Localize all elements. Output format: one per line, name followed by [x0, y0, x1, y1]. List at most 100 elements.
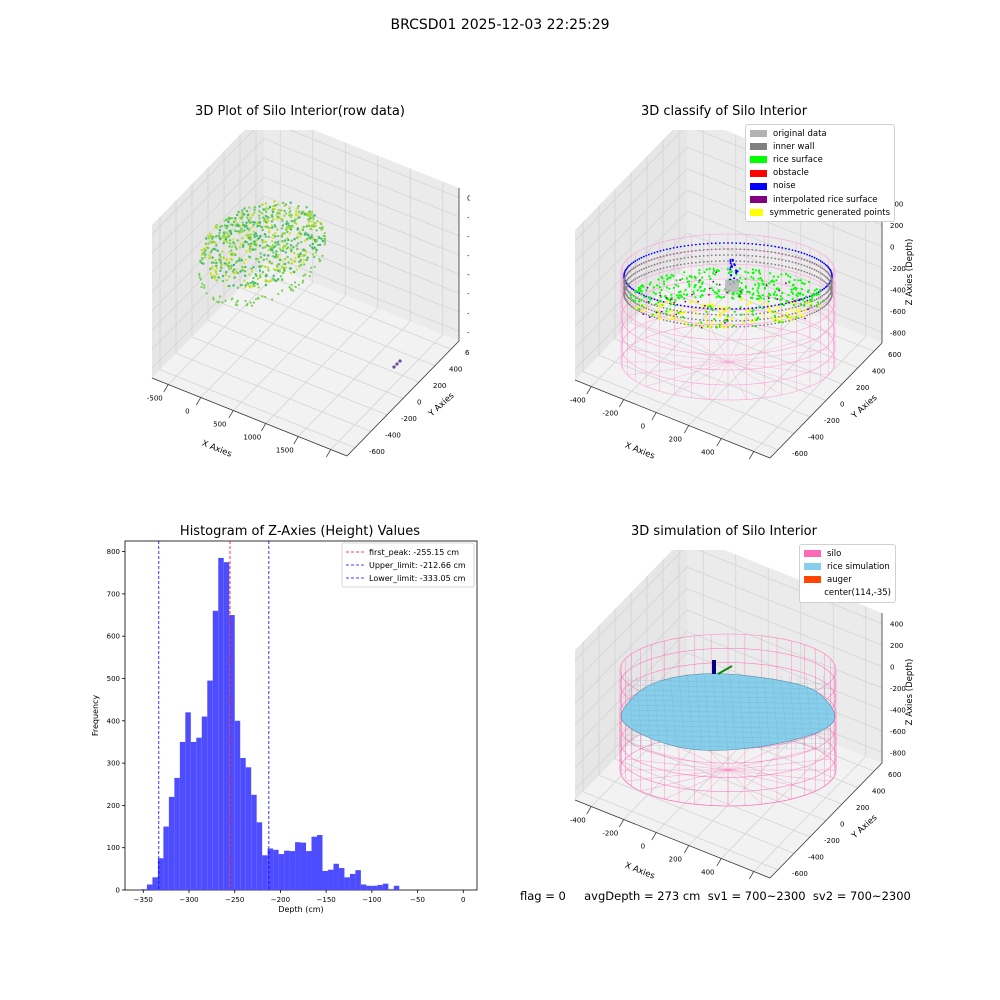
- wall-point: [695, 249, 697, 252]
- raw-point: [247, 243, 250, 246]
- surface-point: [662, 280, 665, 283]
- wall-point: [784, 320, 787, 323]
- raw-point: [227, 234, 231, 238]
- wall-point: [687, 250, 690, 253]
- wall-point: [774, 322, 777, 325]
- surface-point: [668, 287, 671, 290]
- raw-point: [258, 244, 262, 247]
- raw-point: [245, 209, 249, 213]
- surface-mesh: [624, 729, 833, 735]
- wall-point: [800, 251, 803, 254]
- raw-point: [240, 227, 243, 230]
- surface-point: [697, 280, 700, 283]
- raw-point: [247, 220, 250, 223]
- raw-point: [267, 269, 270, 272]
- raw-point: [284, 203, 288, 206]
- surface-point: [715, 326, 718, 329]
- surface-point: [790, 319, 793, 322]
- wall-point: [823, 268, 825, 271]
- wall-point: [791, 267, 794, 269]
- raw-point: [215, 244, 218, 247]
- legend-swatch: [804, 576, 821, 584]
- wall-point: [702, 255, 705, 257]
- silo-floor-spoke: [727, 769, 792, 800]
- surface-point: [698, 272, 701, 275]
- raw-point: [311, 210, 314, 214]
- wall-point: [628, 270, 630, 273]
- surface-point: [772, 275, 775, 278]
- z-gridline: [574, 189, 883, 306]
- z-gridline: [574, 232, 883, 349]
- raw-point: [302, 262, 305, 265]
- wall-point: [626, 282, 628, 285]
- y-axis-line: [346, 340, 460, 457]
- histogram-bar: [174, 777, 180, 890]
- raw-point: [230, 258, 234, 261]
- surface-point: [694, 276, 697, 279]
- raw-point: [228, 266, 231, 269]
- wall-point: [648, 271, 650, 274]
- raw-point: [276, 228, 279, 231]
- wall-point: [759, 324, 761, 327]
- raw-point: [296, 242, 300, 245]
- surface-point: [662, 303, 665, 306]
- x-tick-label: 0: [641, 423, 645, 431]
- wall-point: [723, 254, 725, 256]
- histogram-bar: [141, 889, 147, 890]
- raw-point: [302, 259, 306, 262]
- raw-point: [241, 245, 245, 248]
- wall-point: [631, 280, 633, 283]
- raw-point: [215, 264, 218, 268]
- surface-point: [634, 296, 637, 299]
- surface-mesh: [772, 675, 779, 751]
- silo-floor-spoke: [645, 337, 729, 363]
- raw-point: [252, 276, 255, 280]
- x-tick-label: 200: [669, 856, 682, 864]
- surface-point: [688, 301, 692, 304]
- histogram-bar: [273, 849, 279, 890]
- surface-point: [640, 309, 643, 312]
- surface-point: [703, 325, 706, 328]
- raw-point: [234, 303, 237, 306]
- z-tick-label: -400: [890, 286, 906, 294]
- raw-point: [282, 240, 285, 243]
- wall-point: [687, 244, 690, 247]
- raw-point: [261, 264, 264, 268]
- wall-point: [821, 279, 824, 282]
- raw-point: [294, 285, 297, 288]
- surface-point: [660, 275, 663, 278]
- raw-point: [302, 274, 305, 277]
- raw-point: [229, 231, 232, 234]
- panel3-histogram: −350 −300 −250 −200 −150 −100 −50 0010020030040…: [91, 540, 478, 914]
- y-axis-label: Frequency: [91, 695, 100, 737]
- wall-point: [656, 256, 659, 259]
- surface-point: [822, 299, 825, 303]
- raw-point: [283, 209, 286, 213]
- wall-point: [629, 298, 632, 301]
- surface-point: [751, 287, 754, 290]
- raw-point: [209, 256, 212, 259]
- raw-point: [289, 267, 293, 270]
- wall-point: [628, 285, 630, 288]
- raw-point: [280, 209, 283, 212]
- surface-point: [699, 295, 702, 299]
- wall-point: [714, 313, 717, 316]
- raw-point: [240, 259, 243, 262]
- wall-point: [625, 280, 627, 283]
- raw-point: [232, 263, 236, 267]
- raw-point: [276, 242, 279, 245]
- surface-point: [634, 306, 637, 309]
- raw-point: [215, 279, 218, 282]
- raw-point: [311, 242, 314, 246]
- surface-point: [767, 292, 771, 295]
- wall-point: [666, 254, 668, 257]
- histogram-bar: [278, 854, 285, 890]
- raw-point: [263, 225, 266, 228]
- wall-point: [662, 319, 665, 321]
- wall-point: [706, 313, 709, 316]
- y-gridline: [646, 156, 843, 385]
- surface-point: [703, 288, 706, 291]
- wall-point: [743, 242, 746, 245]
- raw-point: [248, 284, 251, 288]
- raw-point: [240, 283, 244, 287]
